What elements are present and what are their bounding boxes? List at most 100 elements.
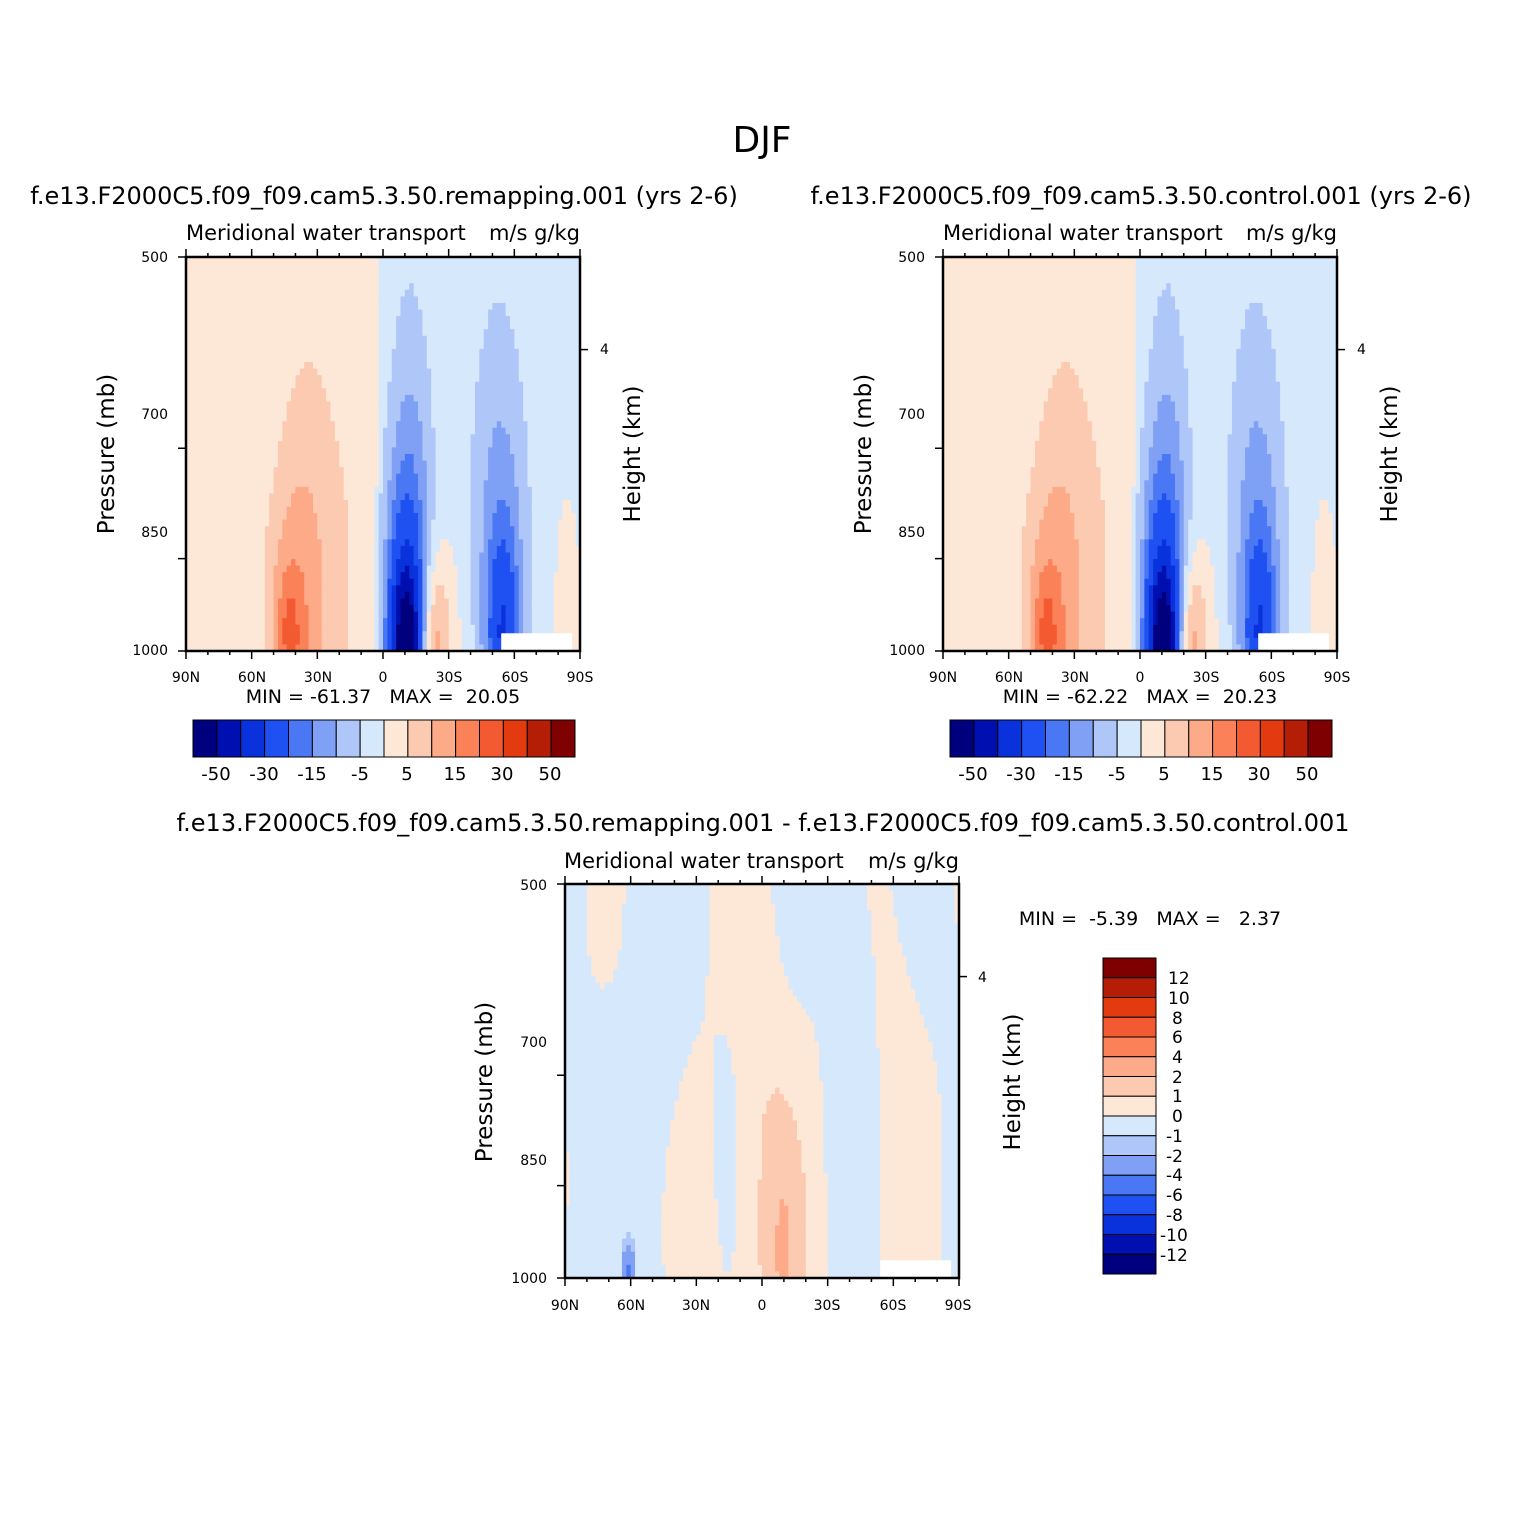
- contour-cell: [322, 559, 327, 566]
- contour-cell: [304, 612, 309, 619]
- contour-cell: [562, 290, 567, 297]
- contour-cell: [309, 572, 314, 579]
- contour-cell: [479, 401, 484, 408]
- contour-cell: [475, 323, 480, 330]
- contour-cell: [252, 323, 257, 330]
- contour-cell: [383, 434, 388, 441]
- contour-cell: [422, 461, 427, 468]
- contour-cell: [427, 493, 432, 500]
- contour-cell: [453, 356, 458, 363]
- contour-cell: [571, 388, 576, 395]
- contour-cell: [514, 487, 519, 494]
- contour-cell: [488, 507, 493, 514]
- contour-cell: [545, 605, 550, 612]
- contour-cell: [309, 605, 314, 612]
- contour-cell: [506, 572, 511, 579]
- contour-cell: [278, 388, 283, 395]
- contour-cell: [444, 303, 449, 310]
- contour-cell: [466, 533, 471, 540]
- contour-cell: [300, 500, 305, 507]
- contour-cell: [562, 559, 567, 566]
- contour-cell: [239, 388, 244, 395]
- contour-cell: [383, 592, 388, 599]
- contour-cell: [252, 585, 257, 592]
- contour-cell: [409, 277, 414, 284]
- contour-cell: [541, 592, 546, 599]
- contour-cell: [357, 375, 362, 382]
- contour-cell: [309, 441, 314, 448]
- contour-cell: [256, 303, 261, 310]
- contour-cell: [265, 612, 270, 619]
- contour-cell: [326, 585, 331, 592]
- contour-cell: [510, 598, 515, 605]
- contour-cell: [453, 342, 458, 349]
- contour-cell: [549, 401, 554, 408]
- contour-cell: [225, 507, 230, 514]
- contour-cell: [492, 296, 497, 303]
- contour-cell: [252, 277, 257, 284]
- contour-cell: [571, 480, 576, 487]
- contour-cell: [449, 329, 454, 336]
- contour-cell: [523, 290, 528, 297]
- contour-cell: [532, 356, 537, 363]
- contour-cell: [317, 592, 322, 599]
- contour-cell: [225, 487, 230, 494]
- contour-cell: [453, 395, 458, 402]
- contour-cell: [497, 303, 502, 310]
- contour-cell: [567, 507, 572, 514]
- contour-cell: [514, 585, 519, 592]
- contour-cell: [330, 316, 335, 323]
- contour-cell: [471, 566, 476, 573]
- contour-cell: [497, 342, 502, 349]
- contour-cell: [239, 283, 244, 290]
- contour-cell: [431, 283, 436, 290]
- contour-cell: [234, 454, 239, 461]
- contour-cell: [444, 526, 449, 533]
- contour-cell: [422, 513, 427, 520]
- contour-cell: [527, 342, 532, 349]
- contour-cell: [221, 264, 226, 271]
- contour-cell: [212, 566, 217, 573]
- contour-cell: [549, 382, 554, 389]
- contour-cell: [392, 559, 397, 566]
- contour-cell: [545, 323, 550, 330]
- contour-cell: [479, 585, 484, 592]
- contour-cell: [501, 592, 506, 599]
- contour-cell: [479, 434, 484, 441]
- contour-cell: [260, 539, 265, 546]
- contour-cell: [541, 388, 546, 395]
- contour-cell: [396, 447, 401, 454]
- contour-cell: [549, 474, 554, 481]
- contour-cell: [322, 421, 327, 428]
- contour-cell: [348, 612, 353, 619]
- contour-cell: [304, 375, 309, 382]
- contour-cell: [440, 434, 445, 441]
- contour-cell: [265, 415, 270, 422]
- contour-cell: [392, 605, 397, 612]
- contour-cell: [352, 480, 357, 487]
- contour-cell: [466, 605, 471, 612]
- contour-cell: [282, 441, 287, 448]
- contour-cell: [322, 461, 327, 468]
- contour-cell: [571, 336, 576, 343]
- contour-cell: [278, 382, 283, 389]
- contour-cell: [554, 303, 559, 310]
- contour-cell: [256, 401, 261, 408]
- contour-cell: [514, 480, 519, 487]
- contour-cell: [221, 369, 226, 376]
- contour-cell: [427, 592, 432, 599]
- contour-cell: [506, 461, 511, 468]
- contour-cell: [405, 454, 410, 461]
- contour-cell: [313, 415, 318, 422]
- contour-cell: [204, 598, 209, 605]
- contour-cell: [562, 421, 567, 428]
- contour-cell: [519, 323, 524, 330]
- contour-cell: [208, 605, 213, 612]
- contour-cell: [436, 270, 441, 277]
- contour-cell: [379, 382, 384, 389]
- contour-cell: [243, 356, 248, 363]
- contour-cell: [492, 277, 497, 284]
- contour-cell: [344, 467, 349, 474]
- contour-cell: [453, 572, 458, 579]
- contour-cell: [497, 500, 502, 507]
